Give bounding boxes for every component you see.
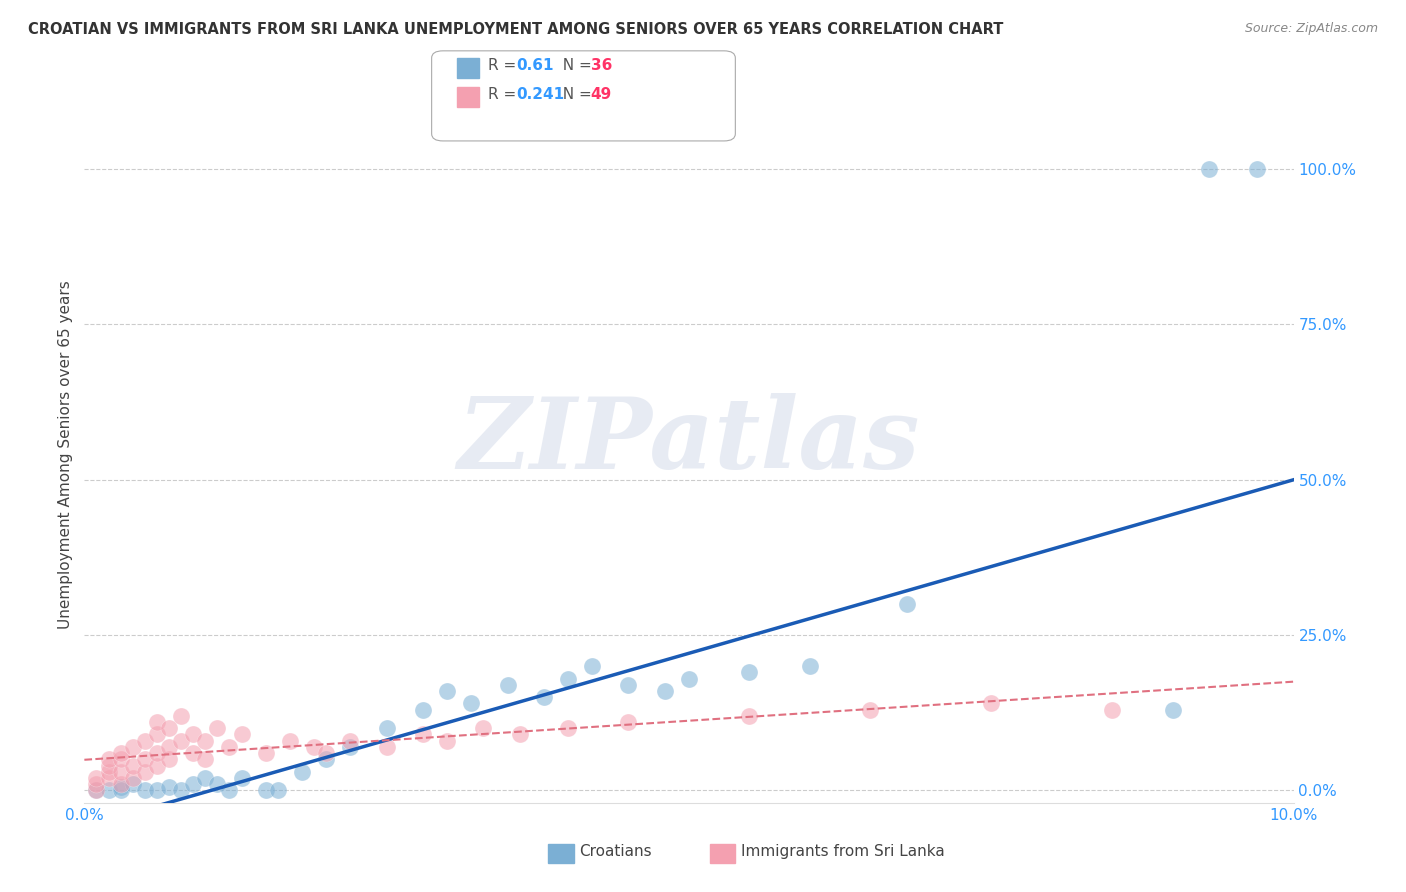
Point <box>896 597 918 611</box>
Point <box>254 783 277 797</box>
Point <box>181 777 204 791</box>
Point <box>86 777 108 791</box>
Point <box>134 764 156 779</box>
Point <box>472 721 495 735</box>
Point <box>339 733 361 747</box>
Text: R =: R = <box>488 58 522 73</box>
Point <box>110 746 132 760</box>
Point <box>97 752 120 766</box>
Point <box>97 758 120 772</box>
Point <box>157 721 180 735</box>
Text: Immigrants from Sri Lanka: Immigrants from Sri Lanka <box>741 844 945 859</box>
Text: CROATIAN VS IMMIGRANTS FROM SRI LANKA UNEMPLOYMENT AMONG SENIORS OVER 65 YEARS C: CROATIAN VS IMMIGRANTS FROM SRI LANKA UN… <box>28 22 1004 37</box>
Point <box>86 783 108 797</box>
Point <box>121 771 143 785</box>
Point <box>181 727 204 741</box>
Point <box>1246 162 1268 177</box>
Point <box>194 771 217 785</box>
Point <box>110 764 132 779</box>
Point <box>121 739 143 754</box>
Point <box>110 777 132 791</box>
Point <box>170 783 193 797</box>
Point <box>654 684 676 698</box>
Point <box>170 733 193 747</box>
Point <box>231 771 253 785</box>
Point <box>1101 703 1123 717</box>
Point <box>799 659 821 673</box>
Point <box>146 746 169 760</box>
Point <box>460 697 482 711</box>
Point <box>278 733 301 747</box>
Point <box>617 714 640 729</box>
Point <box>218 783 240 797</box>
Point <box>110 780 132 795</box>
Point <box>859 703 882 717</box>
Point <box>146 727 169 741</box>
Point <box>207 721 229 735</box>
Point <box>170 708 193 723</box>
Point <box>97 764 120 779</box>
Point <box>121 758 143 772</box>
Point <box>436 684 458 698</box>
Point <box>146 714 169 729</box>
Point <box>86 771 108 785</box>
Text: R =: R = <box>488 87 522 103</box>
Point <box>738 665 761 680</box>
Text: Croatians: Croatians <box>579 844 652 859</box>
Point <box>375 721 398 735</box>
Point <box>134 733 156 747</box>
Text: 36: 36 <box>591 58 612 73</box>
Point <box>194 752 217 766</box>
Point <box>315 746 337 760</box>
Point <box>557 672 579 686</box>
Point <box>315 752 337 766</box>
Point <box>375 739 398 754</box>
Point <box>412 727 434 741</box>
Point <box>86 783 108 797</box>
Point <box>1161 703 1184 717</box>
Point <box>146 758 169 772</box>
Point <box>581 659 603 673</box>
Point <box>412 703 434 717</box>
Point <box>134 752 156 766</box>
Point <box>97 771 120 785</box>
Point <box>617 678 640 692</box>
Text: ZIPatlas: ZIPatlas <box>458 392 920 489</box>
Point <box>110 752 132 766</box>
Point <box>157 752 180 766</box>
Point <box>557 721 579 735</box>
Text: N =: N = <box>553 58 596 73</box>
Point <box>207 777 229 791</box>
Point <box>738 708 761 723</box>
Y-axis label: Unemployment Among Seniors over 65 years: Unemployment Among Seniors over 65 years <box>58 281 73 629</box>
Point <box>97 783 120 797</box>
Point <box>509 727 531 741</box>
Point <box>1198 162 1220 177</box>
Point <box>157 739 180 754</box>
Point <box>496 678 519 692</box>
Point <box>436 733 458 747</box>
Point <box>110 783 132 797</box>
Point <box>134 783 156 797</box>
Point <box>218 739 240 754</box>
Point <box>533 690 555 705</box>
Point <box>194 733 217 747</box>
Point <box>339 739 361 754</box>
Text: 0.61: 0.61 <box>516 58 554 73</box>
Text: Source: ZipAtlas.com: Source: ZipAtlas.com <box>1244 22 1378 36</box>
Point <box>181 746 204 760</box>
Point <box>121 777 143 791</box>
Point <box>254 746 277 760</box>
Text: 0.241: 0.241 <box>516 87 564 103</box>
Point <box>157 780 180 795</box>
Point <box>980 697 1002 711</box>
Point <box>302 739 325 754</box>
Point <box>291 764 314 779</box>
Text: N =: N = <box>553 87 596 103</box>
Point <box>146 783 169 797</box>
Point <box>231 727 253 741</box>
Text: 49: 49 <box>591 87 612 103</box>
Point <box>267 783 290 797</box>
Point <box>678 672 700 686</box>
